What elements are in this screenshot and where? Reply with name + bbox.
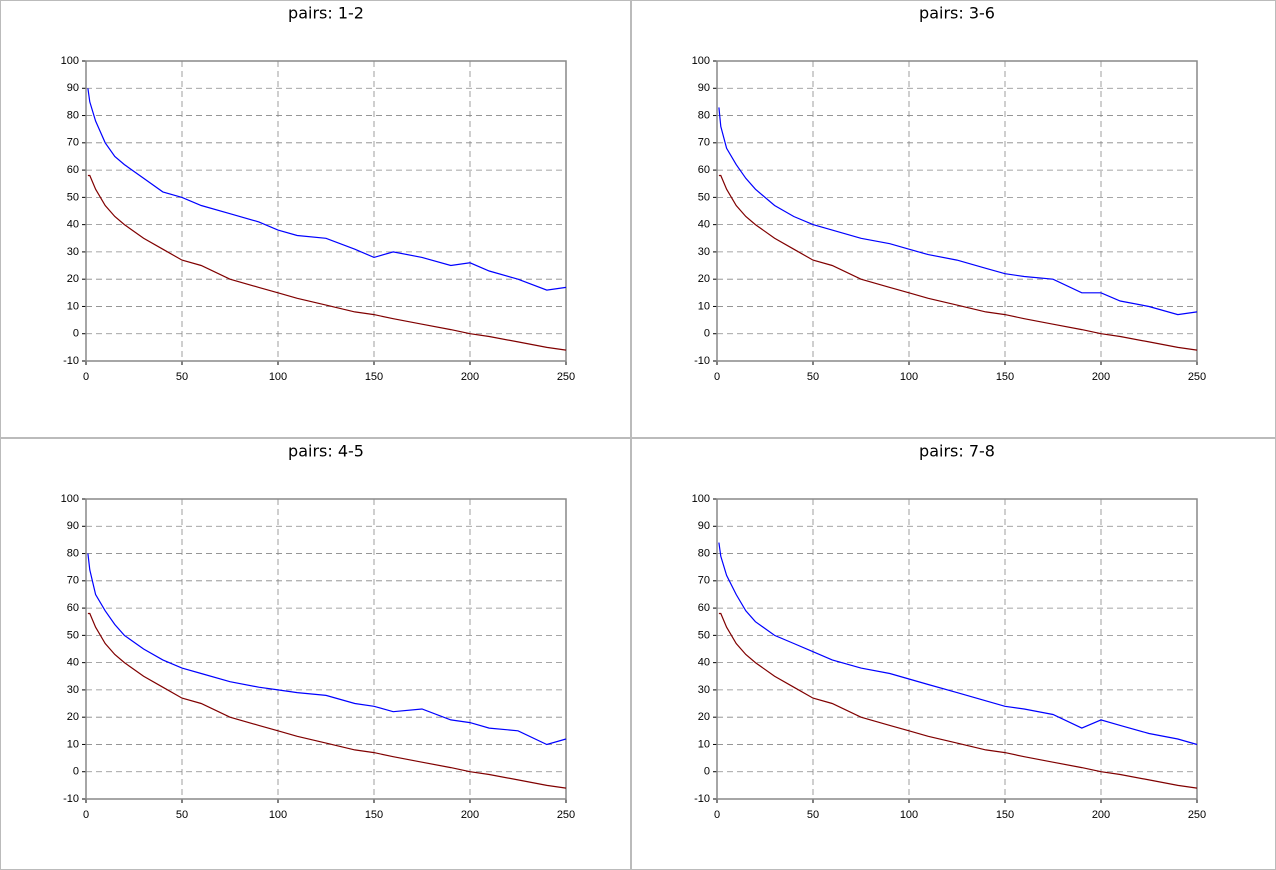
data-line xyxy=(718,542,1198,746)
y-tick-label: 30 xyxy=(698,246,710,258)
y-tick-label: 0 xyxy=(73,766,79,778)
x-tick-label: 0 xyxy=(714,809,720,821)
data-line xyxy=(87,88,567,291)
y-tick-label: 40 xyxy=(698,219,710,231)
y-tick-label: 10 xyxy=(67,738,79,750)
y-tick-label: 80 xyxy=(698,547,710,559)
y-tick-label: 20 xyxy=(698,273,710,285)
y-tick-label: 70 xyxy=(698,575,710,587)
y-tick-label: 50 xyxy=(698,191,710,203)
x-tick-label: 250 xyxy=(1188,371,1206,383)
x-tick-label: 0 xyxy=(83,809,89,821)
y-tick-label: 30 xyxy=(698,684,710,696)
y-tick-label: 20 xyxy=(698,711,710,723)
x-tick-label: 50 xyxy=(176,809,188,821)
chart-title: pairs: 1-2 xyxy=(288,4,364,23)
y-tick-label: 60 xyxy=(698,164,710,176)
y-tick-label: 0 xyxy=(73,328,79,340)
y-tick-label: 10 xyxy=(698,738,710,750)
x-tick-label: 250 xyxy=(1188,809,1206,821)
y-tick-label: -10 xyxy=(694,355,710,367)
y-tick-label: 90 xyxy=(67,520,79,532)
y-tick-label: 70 xyxy=(67,137,79,149)
data-line xyxy=(718,174,1198,351)
y-tick-label: 100 xyxy=(692,493,710,505)
chart-title: pairs: 7-8 xyxy=(919,442,995,461)
data-line xyxy=(87,174,567,351)
data-line xyxy=(718,612,1198,789)
x-tick-label: 150 xyxy=(996,809,1014,821)
y-tick-label: 60 xyxy=(67,602,79,614)
y-tick-label: 20 xyxy=(67,273,79,285)
x-tick-label: 150 xyxy=(365,371,383,383)
y-tick-label: 60 xyxy=(67,164,79,176)
y-tick-label: 50 xyxy=(67,191,79,203)
y-tick-label: 100 xyxy=(692,55,710,67)
y-tick-label: 40 xyxy=(67,657,79,669)
y-tick-label: 100 xyxy=(61,493,79,505)
x-tick-label: 0 xyxy=(83,371,89,383)
y-tick-label: 50 xyxy=(698,629,710,641)
x-tick-label: 100 xyxy=(269,809,287,821)
plot-border xyxy=(716,60,1198,362)
y-tick-label: 10 xyxy=(67,300,79,312)
y-tick-label: 10 xyxy=(698,300,710,312)
y-tick-label: 80 xyxy=(698,109,710,121)
y-tick-label: 60 xyxy=(698,602,710,614)
y-tick-label: 20 xyxy=(67,711,79,723)
y-tick-label: -10 xyxy=(63,355,79,367)
y-tick-label: 0 xyxy=(704,766,710,778)
x-tick-label: 50 xyxy=(176,371,188,383)
y-tick-label: 90 xyxy=(698,82,710,94)
y-tick-label: 30 xyxy=(67,246,79,258)
data-line xyxy=(87,612,567,789)
y-tick-label: 90 xyxy=(67,82,79,94)
y-tick-label: 70 xyxy=(67,575,79,587)
y-tick-label: 90 xyxy=(698,520,710,532)
y-tick-label: -10 xyxy=(63,793,79,805)
x-tick-label: 250 xyxy=(557,371,575,383)
y-tick-label: 40 xyxy=(698,657,710,669)
y-tick-label: -10 xyxy=(694,793,710,805)
y-tick-label: 0 xyxy=(704,328,710,340)
y-tick-label: 50 xyxy=(67,629,79,641)
x-tick-label: 100 xyxy=(269,371,287,383)
x-tick-label: 50 xyxy=(807,371,819,383)
y-tick-label: 100 xyxy=(61,55,79,67)
x-tick-label: 150 xyxy=(365,809,383,821)
data-line xyxy=(718,107,1198,316)
plot-border xyxy=(716,498,1198,800)
y-tick-label: 80 xyxy=(67,547,79,559)
x-tick-label: 200 xyxy=(461,371,479,383)
x-tick-label: 250 xyxy=(557,809,575,821)
y-tick-label: 70 xyxy=(698,137,710,149)
y-tick-label: 40 xyxy=(67,219,79,231)
x-tick-label: 150 xyxy=(996,371,1014,383)
x-tick-label: 100 xyxy=(900,809,918,821)
x-tick-label: 100 xyxy=(900,371,918,383)
chart-title: pairs: 3-6 xyxy=(919,4,995,23)
x-tick-label: 0 xyxy=(714,371,720,383)
plot-border xyxy=(85,498,567,800)
y-tick-label: 80 xyxy=(67,109,79,121)
x-tick-label: 50 xyxy=(807,809,819,821)
plot-border xyxy=(85,60,567,362)
chart-title: pairs: 4-5 xyxy=(288,442,364,461)
x-tick-label: 200 xyxy=(461,809,479,821)
data-line xyxy=(87,553,567,746)
x-tick-label: 200 xyxy=(1092,809,1110,821)
y-tick-label: 30 xyxy=(67,684,79,696)
x-tick-label: 200 xyxy=(1092,371,1110,383)
